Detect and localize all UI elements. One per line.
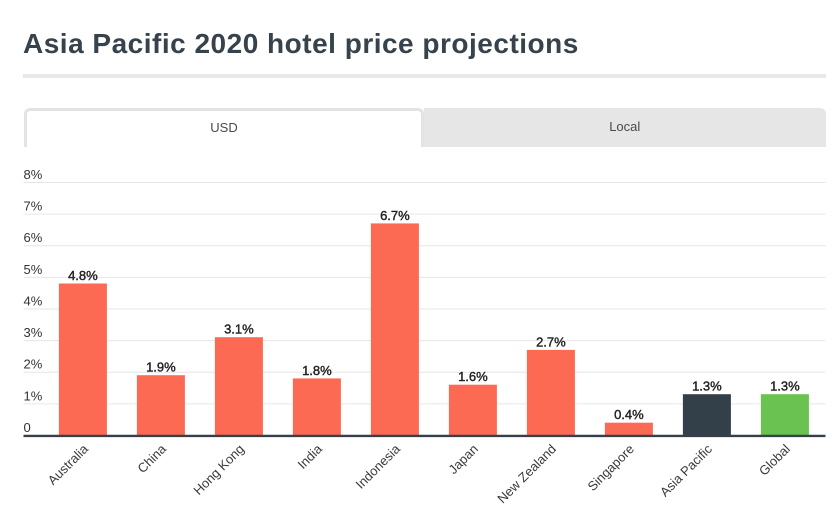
svg-text:5%: 5% (24, 262, 43, 277)
svg-text:4.8%: 4.8% (68, 268, 98, 283)
svg-text:New Zealand: New Zealand (494, 441, 559, 506)
svg-text:2%: 2% (24, 357, 43, 372)
svg-text:Hong Kong: Hong Kong (190, 441, 247, 498)
svg-text:8%: 8% (24, 167, 43, 182)
svg-text:7%: 7% (24, 199, 43, 214)
svg-text:4%: 4% (24, 294, 43, 309)
svg-text:Global: Global (756, 441, 793, 478)
svg-text:1.9%: 1.9% (146, 360, 176, 375)
svg-text:1.3%: 1.3% (692, 379, 722, 394)
svg-text:1.3%: 1.3% (770, 379, 800, 394)
svg-text:Indonesia: Indonesia (353, 441, 404, 492)
svg-text:1%: 1% (24, 388, 43, 403)
svg-text:0: 0 (24, 420, 31, 435)
svg-text:6%: 6% (24, 230, 43, 245)
svg-text:2.7%: 2.7% (536, 334, 566, 349)
svg-text:India: India (294, 441, 325, 472)
svg-text:China: China (134, 441, 169, 476)
svg-text:Asia Pacific: Asia Pacific (657, 441, 715, 499)
svg-text:Australia: Australia (45, 441, 92, 488)
svg-text:1.8%: 1.8% (302, 363, 332, 378)
svg-text:6.7%: 6.7% (380, 208, 410, 223)
svg-text:0.4%: 0.4% (614, 407, 644, 422)
svg-text:3%: 3% (24, 325, 43, 340)
svg-text:Japan: Japan (445, 441, 481, 477)
svg-text:1.6%: 1.6% (458, 369, 488, 384)
svg-text:3.1%: 3.1% (224, 322, 254, 337)
svg-text:Singapore: Singapore (584, 441, 637, 494)
